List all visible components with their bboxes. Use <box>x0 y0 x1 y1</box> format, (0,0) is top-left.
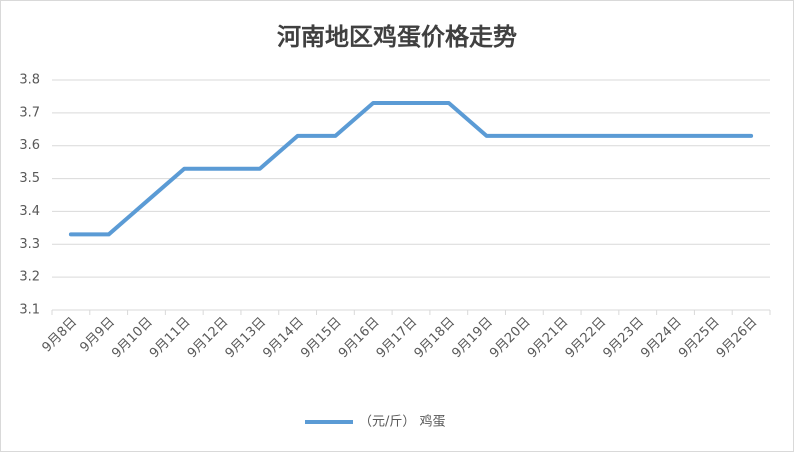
y-tick-label: 3.2 <box>19 270 40 285</box>
data-line <box>68 101 754 237</box>
y-tick-label: 3.3 <box>19 237 40 252</box>
y-tick-label: 3.8 <box>19 73 40 88</box>
y-tick-label: 3.7 <box>19 105 40 120</box>
y-tick-label: 3.6 <box>19 138 40 153</box>
y-tick-label: 3.5 <box>19 171 40 186</box>
y-tick-label: 3.1 <box>19 303 40 318</box>
y-tick-label: 3.4 <box>19 204 40 219</box>
legend-label: （元/斤） 鸡蛋 <box>359 414 446 430</box>
chart-title: 河南地区鸡蛋价格走势 <box>277 23 517 51</box>
